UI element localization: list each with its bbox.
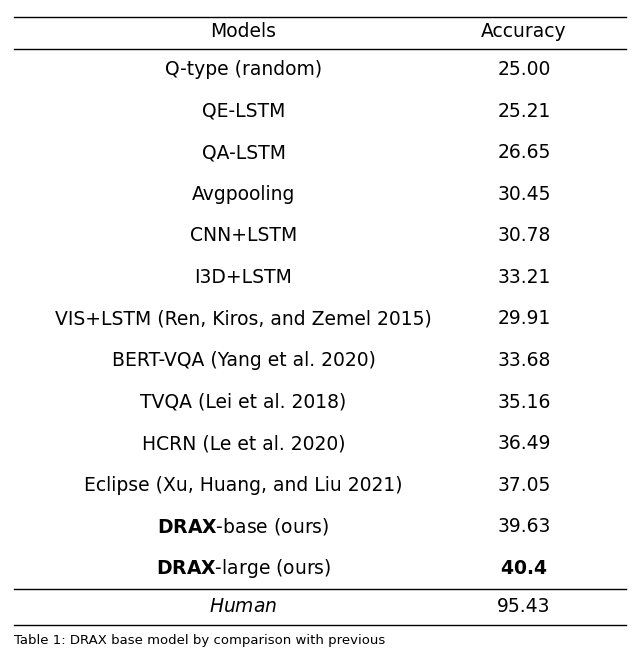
Text: 39.63: 39.63 bbox=[497, 517, 550, 537]
Text: Q-type (random): Q-type (random) bbox=[165, 60, 322, 79]
Text: Table 1: DRAX base model by comparison with previous: Table 1: DRAX base model by comparison w… bbox=[14, 634, 385, 647]
Text: 25.21: 25.21 bbox=[497, 102, 550, 121]
Text: Accuracy: Accuracy bbox=[481, 22, 567, 41]
Text: $\mathbf{DRAX}$-large (ours): $\mathbf{DRAX}$-large (ours) bbox=[156, 557, 332, 580]
Text: Avgpooling: Avgpooling bbox=[192, 185, 295, 203]
Text: Eclipse (Xu, Huang, and Liu 2021): Eclipse (Xu, Huang, and Liu 2021) bbox=[84, 476, 403, 495]
Text: $\mathbf{40.4}$: $\mathbf{40.4}$ bbox=[500, 559, 548, 578]
Text: 29.91: 29.91 bbox=[497, 310, 550, 329]
Text: $\mathit{Human}$: $\mathit{Human}$ bbox=[209, 597, 278, 616]
Text: QA-LSTM: QA-LSTM bbox=[202, 143, 285, 162]
Text: HCRN (Le et al. 2020): HCRN (Le et al. 2020) bbox=[142, 434, 346, 453]
Text: 33.68: 33.68 bbox=[497, 351, 550, 370]
Text: 26.65: 26.65 bbox=[497, 143, 550, 162]
Text: 36.49: 36.49 bbox=[497, 434, 550, 453]
Text: $\mathbf{DRAX}$-base (ours): $\mathbf{DRAX}$-base (ours) bbox=[157, 516, 330, 537]
Text: 25.00: 25.00 bbox=[497, 60, 550, 79]
Text: QE-LSTM: QE-LSTM bbox=[202, 102, 285, 121]
Text: 37.05: 37.05 bbox=[497, 476, 550, 495]
Text: 95.43: 95.43 bbox=[497, 597, 550, 616]
Text: Models: Models bbox=[211, 22, 276, 41]
Text: 33.21: 33.21 bbox=[497, 268, 550, 287]
Text: I3D+LSTM: I3D+LSTM bbox=[195, 268, 292, 287]
Text: TVQA (Lei et al. 2018): TVQA (Lei et al. 2018) bbox=[140, 393, 347, 411]
Text: CNN+LSTM: CNN+LSTM bbox=[190, 226, 297, 246]
Text: VIS+LSTM (Ren, Kiros, and Zemel 2015): VIS+LSTM (Ren, Kiros, and Zemel 2015) bbox=[55, 310, 432, 329]
Text: 35.16: 35.16 bbox=[497, 393, 550, 411]
Text: BERT-VQA (Yang et al. 2020): BERT-VQA (Yang et al. 2020) bbox=[111, 351, 376, 370]
Text: 30.45: 30.45 bbox=[497, 185, 550, 203]
Text: 30.78: 30.78 bbox=[497, 226, 550, 246]
